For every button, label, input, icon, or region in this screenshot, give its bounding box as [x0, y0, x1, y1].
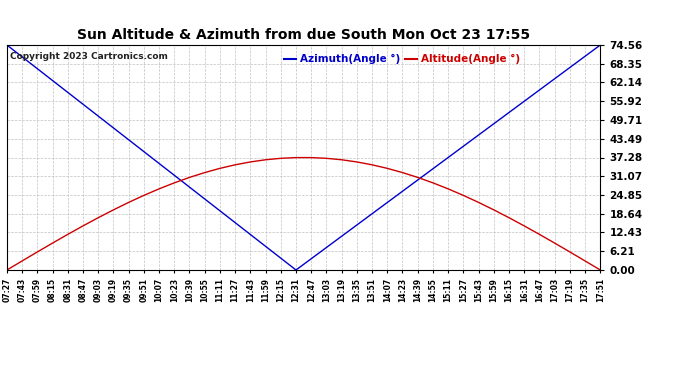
Title: Sun Altitude & Azimuth from due South Mon Oct 23 17:55: Sun Altitude & Azimuth from due South Mo… [77, 28, 530, 42]
Legend: Azimuth(Angle °), Altitude(Angle °): Azimuth(Angle °), Altitude(Angle °) [279, 50, 524, 69]
Text: Copyright 2023 Cartronics.com: Copyright 2023 Cartronics.com [10, 52, 168, 61]
